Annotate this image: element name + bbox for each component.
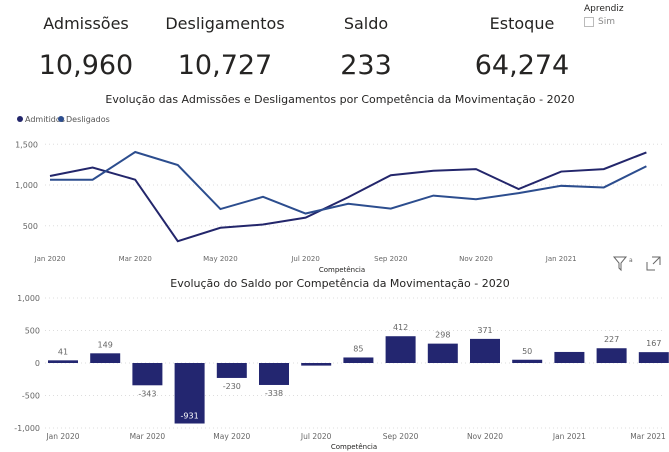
x-tick-label: Jan 2021 — [545, 255, 577, 263]
bar[interactable] — [554, 351, 585, 363]
bar[interactable] — [512, 359, 543, 363]
kpi-value: 64,274 — [474, 50, 570, 81]
x-tick-label: Jul 2020 — [300, 432, 332, 441]
x-tick-label: May 2020 — [213, 432, 250, 441]
y-tick-label: 500 — [23, 222, 38, 231]
x-tick-label: Sep 2020 — [374, 255, 407, 263]
x-tick-label: Mar 2020 — [119, 255, 152, 263]
bar-x-axis-title: Competência — [331, 443, 377, 451]
data-label: 85 — [353, 344, 363, 353]
kpi-label: Admissões — [43, 14, 129, 33]
bar[interactable] — [385, 336, 416, 363]
y-tick-label: 1,500 — [15, 140, 38, 149]
data-label: -230 — [223, 382, 241, 391]
kpi-label: Saldo — [343, 14, 389, 33]
data-label: 50 — [522, 347, 532, 356]
checkbox[interactable] — [584, 17, 594, 27]
y-tick-label: 500 — [25, 327, 40, 336]
line-legend: Admitidos Desligados — [17, 115, 110, 124]
x-tick-label: Mar 2021 — [630, 432, 666, 441]
x-tick-label: Sep 2020 — [383, 432, 419, 441]
bar[interactable] — [90, 353, 121, 363]
x-tick-label: Jan 2021 — [552, 432, 586, 441]
bar[interactable] — [470, 338, 500, 363]
slicer-option-sim[interactable]: Sim — [584, 17, 624, 27]
x-tick-label: Jul 2020 — [290, 255, 320, 263]
kpi-label: Desligamentos — [165, 14, 285, 33]
data-label: 149 — [98, 340, 113, 349]
data-label: -343 — [138, 389, 156, 398]
bar[interactable] — [596, 348, 627, 363]
data-label: -338 — [265, 389, 283, 398]
y-tick-label: -1,000 — [14, 424, 40, 433]
bar[interactable] — [132, 363, 163, 386]
data-label: -931 — [181, 412, 199, 421]
data-label: 298 — [435, 331, 450, 340]
y-tick-label: 1,000 — [17, 294, 40, 303]
legend-marker-desligados — [58, 116, 64, 122]
x-tick-label: Jan 2020 — [34, 255, 66, 263]
x-tick-label: Nov 2020 — [459, 255, 493, 263]
slicer-title: Aprendiz — [584, 4, 624, 14]
bar[interactable] — [427, 343, 458, 363]
data-label: 167 — [646, 339, 661, 348]
y-tick-label: 1,000 — [15, 181, 38, 190]
bar[interactable] — [259, 363, 289, 385]
kpi-value: 233 — [340, 50, 392, 81]
data-label: 412 — [393, 323, 408, 332]
y-tick-label: 0 — [35, 359, 40, 368]
bar-chart-title: Evolução do Saldo por Competência da Mov… — [170, 277, 509, 290]
bar[interactable] — [301, 363, 332, 366]
legend-marker-admitidos — [17, 116, 23, 122]
line-chart-title: Evolução das Admissões e Desligamentos p… — [105, 93, 574, 106]
y-tick-label: -500 — [22, 392, 40, 401]
x-tick-label: Nov 2020 — [467, 432, 503, 441]
legend-admitidos[interactable]: Admitidos — [25, 115, 65, 124]
legend-desligados[interactable]: Desligados — [66, 115, 110, 124]
bar[interactable] — [343, 357, 374, 363]
data-label: 371 — [477, 326, 492, 335]
filter-count: a — [629, 257, 633, 264]
x-tick-label: Jan 2020 — [45, 432, 79, 441]
data-label: 227 — [604, 335, 619, 344]
kpi-value: 10,960 — [38, 50, 134, 81]
bar[interactable] — [174, 363, 205, 424]
line-x-axis-title: Competência — [319, 266, 365, 274]
aprendiz-slicer: Aprendiz Sim — [584, 4, 624, 27]
bar[interactable] — [638, 352, 669, 363]
x-tick-label: May 2020 — [203, 255, 238, 263]
focus-mode-icon[interactable] — [646, 256, 661, 271]
filter-icon[interactable] — [612, 256, 628, 272]
series-line-desligados — [50, 150, 647, 215]
kpi-value: 10,727 — [177, 50, 273, 81]
x-tick-label: Mar 2020 — [130, 432, 166, 441]
slicer-option-label: Sim — [598, 17, 615, 27]
bar[interactable] — [48, 360, 78, 363]
bar[interactable] — [216, 363, 247, 378]
kpi-label: Estoque — [489, 14, 555, 33]
series-line-admitidos — [49, 151, 647, 243]
data-label: 41 — [58, 347, 68, 356]
